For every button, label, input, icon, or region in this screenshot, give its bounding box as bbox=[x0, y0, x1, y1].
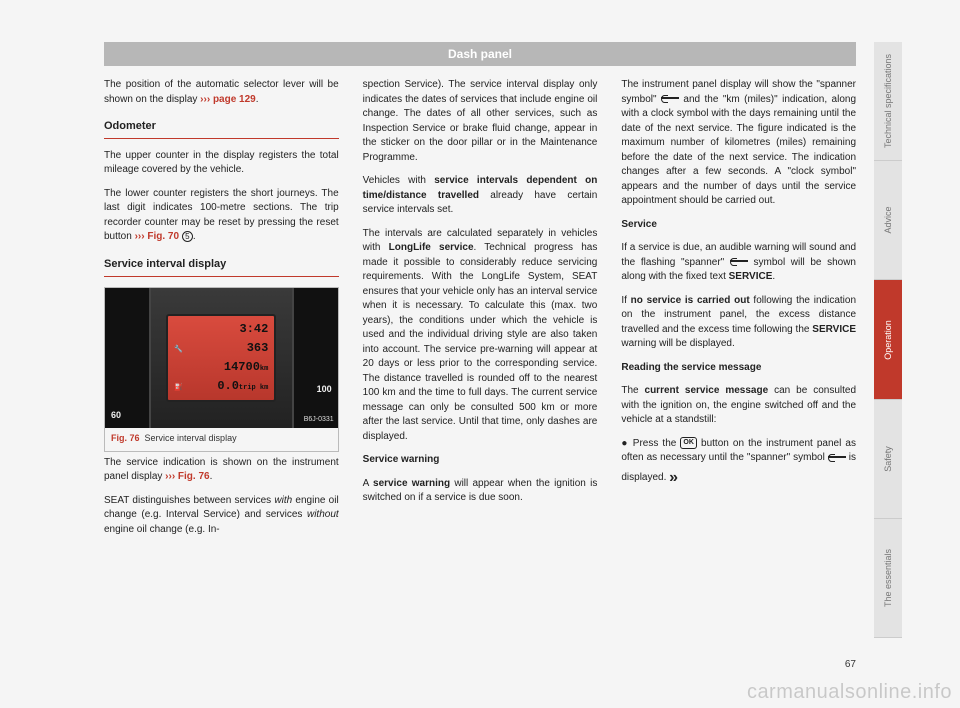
tab-label: The essentials bbox=[883, 549, 893, 607]
without-italic: without bbox=[307, 509, 339, 520]
svc-bold: SERVICE bbox=[729, 271, 773, 282]
column-3: The instrument panel display will show t… bbox=[621, 78, 856, 638]
reading-p: The current service message can be consu… bbox=[621, 384, 856, 428]
ok-button-icon: OK bbox=[680, 437, 697, 449]
fuel-icon: ⛽ bbox=[174, 383, 183, 393]
tab-advice[interactable]: Advice bbox=[874, 161, 902, 280]
section-title: Dash panel bbox=[448, 47, 512, 61]
continuation-icon: » bbox=[669, 469, 678, 486]
no-service-p: If no service is carried out following t… bbox=[621, 294, 856, 352]
figure-caption-text: Service interval display bbox=[145, 433, 237, 443]
w-b: service warning bbox=[373, 478, 450, 489]
page-number: 67 bbox=[845, 659, 856, 670]
c3-p1: The instrument panel display will show t… bbox=[621, 78, 856, 209]
lcd-time: 3:42 bbox=[240, 321, 269, 338]
c3p1b: and the "km (miles)" indication, along w… bbox=[621, 94, 856, 207]
service-p: If a service is due, an audible warning … bbox=[621, 241, 856, 285]
tab-label: Technical specifications bbox=[883, 54, 893, 148]
lcd-mid: 363 bbox=[247, 340, 269, 357]
figure-76: 60 100 3:42 🔧 363 14700km ⛽ 0.0trip km B6J… bbox=[104, 287, 339, 452]
lcd-display: 3:42 🔧 363 14700km ⛽ 0.0trip km bbox=[166, 314, 276, 402]
figure-caption: Fig. 76 Service interval display bbox=[105, 428, 338, 451]
page-ref: ››› page 129 bbox=[200, 94, 256, 105]
lcd-trip: 0.0 bbox=[217, 379, 239, 393]
gauge-left-num: 60 bbox=[111, 409, 121, 422]
gauge-right: 100 bbox=[292, 288, 338, 428]
fig76-ref: ››› Fig. 76 bbox=[165, 471, 209, 482]
c2p3c: . Technical progress has made it possibl… bbox=[363, 242, 598, 442]
odometer-p1: The upper counter in the display registe… bbox=[104, 149, 339, 178]
fig-ref: ››› Fig. 70 bbox=[135, 231, 182, 242]
c2-p2: Vehicles with service intervals dependen… bbox=[363, 174, 598, 218]
after-fig-text: The service indication is shown on the i… bbox=[104, 457, 339, 483]
odometer-p2: The lower counter registers the short jo… bbox=[104, 187, 339, 245]
b-a: Press the bbox=[633, 438, 681, 449]
image-code: B6J-0331 bbox=[304, 415, 334, 425]
tab-safety[interactable]: Safety bbox=[874, 400, 902, 519]
figure-number: Fig. 76 bbox=[111, 433, 140, 443]
gauge-right-num: 100 bbox=[317, 383, 332, 396]
r-b: current service message bbox=[645, 385, 769, 396]
spanner-icon bbox=[730, 258, 748, 265]
side-tabs: Technical specifications Advice Operatio… bbox=[874, 42, 902, 638]
reading-heading: Reading the service message bbox=[621, 361, 856, 376]
service-warning-heading: Service warning bbox=[363, 453, 598, 468]
lcd-km: 14700 bbox=[224, 360, 260, 374]
section-header: Dash panel bbox=[104, 42, 856, 66]
lcd-trip-unit: trip km bbox=[239, 384, 268, 392]
tab-label: Advice bbox=[883, 207, 893, 234]
c2-p1: spection Service). The service interval … bbox=[363, 78, 598, 165]
service-warning-p: A service warning will appear when the i… bbox=[363, 477, 598, 506]
intro-paragraph: The position of the automatic selector l… bbox=[104, 78, 339, 107]
column-1: The position of the automatic selector l… bbox=[104, 78, 339, 638]
watermark: carmanualsonline.info bbox=[747, 681, 952, 704]
svc-c: . bbox=[772, 271, 775, 282]
bullet-item: Press the OK button on the instrument pa… bbox=[621, 437, 856, 489]
w-a: A bbox=[363, 478, 373, 489]
spanner-icon: 🔧 bbox=[174, 345, 183, 355]
after-fig-2: SEAT distinguishes between services with… bbox=[104, 494, 339, 538]
figure-image: 60 100 3:42 🔧 363 14700km ⛽ 0.0trip km B6J… bbox=[105, 288, 338, 428]
content-columns: The position of the automatic selector l… bbox=[104, 78, 856, 638]
tab-operation[interactable]: Operation bbox=[874, 280, 902, 399]
t3: engine oil change (e.g. In- bbox=[104, 524, 220, 535]
tab-label: Operation bbox=[883, 320, 893, 360]
gauge-left: 60 bbox=[105, 288, 151, 428]
service-interval-heading: Service interval display bbox=[104, 257, 339, 277]
c2p2a: Vehicles with bbox=[363, 175, 435, 186]
ns-a: If bbox=[621, 295, 630, 306]
callout-number: 5 bbox=[182, 231, 193, 242]
ns-e: warning will be displayed. bbox=[621, 338, 734, 349]
ns-d: SERVICE bbox=[812, 324, 856, 335]
after-fig-1: The service indication is shown on the i… bbox=[104, 456, 339, 485]
spanner-icon bbox=[828, 454, 846, 461]
ns-b: no service is carried out bbox=[631, 295, 750, 306]
column-2: spection Service). The service interval … bbox=[363, 78, 598, 638]
tab-technical-specifications[interactable]: Technical specifications bbox=[874, 42, 902, 161]
with-italic: with bbox=[274, 495, 292, 506]
tab-label: Safety bbox=[883, 446, 893, 472]
c2p3b: LongLife service bbox=[389, 242, 474, 253]
tab-the-essentials[interactable]: The essentials bbox=[874, 519, 902, 638]
odometer-heading: Odometer bbox=[104, 119, 339, 139]
service-heading: Service bbox=[621, 218, 856, 233]
t1: SEAT distinguishes between services bbox=[104, 495, 274, 506]
r-a: The bbox=[621, 385, 644, 396]
page-root: Dash panel The position of the automatic… bbox=[0, 0, 960, 708]
c2-p3: The intervals are calculated separately … bbox=[363, 227, 598, 445]
lcd-km-unit: km bbox=[260, 365, 268, 373]
spanner-icon bbox=[661, 95, 679, 102]
